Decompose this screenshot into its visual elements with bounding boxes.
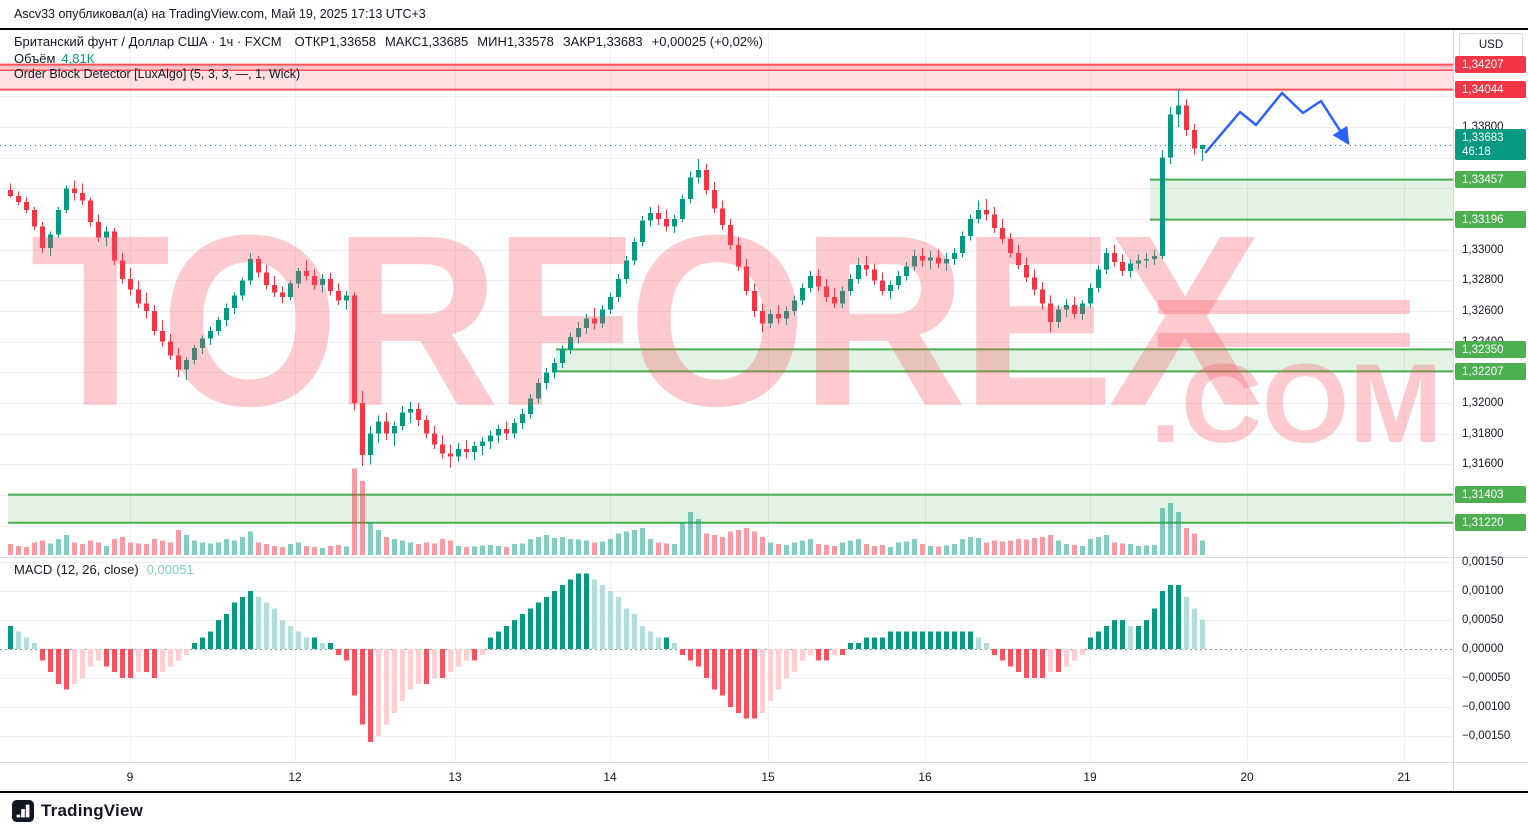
level-price-label: 1,31220: [1455, 514, 1526, 531]
macd-tick-label: −0,00050: [1462, 672, 1511, 684]
macd-tick-label: 0,00000: [1462, 643, 1504, 655]
macd-tick-label: 0,00050: [1462, 614, 1504, 626]
price-label-value: 1,31220: [1462, 516, 1504, 529]
price-tick-label: 1,32800: [1462, 274, 1504, 286]
price-tick-label: 1,32000: [1462, 397, 1504, 409]
macd-name: MACD: [14, 562, 53, 577]
ohlc-open-label: ОТКР: [294, 34, 329, 49]
macd-indicator-label: MACD (12, 26, close) 0,00051: [14, 562, 194, 577]
price-axis[interactable]: USD 1,338001,330001,328001,326001,324001…: [1453, 30, 1528, 792]
price-tick-label: 1,31800: [1462, 428, 1504, 440]
ohlc-close-label: ЗАКР: [562, 34, 596, 49]
level-price-label: 1,33196: [1455, 211, 1526, 228]
ohlc-close-value: 1,33683: [595, 34, 643, 49]
top-divider: [0, 28, 1528, 30]
order-block-indicator-label: Order Block Detector [LuxAlgo] (5, 3, 3,…: [14, 67, 301, 81]
level-price-label: 1,32350: [1455, 341, 1526, 358]
time-axis-label: 14: [603, 770, 617, 784]
volume-label: Объём: [14, 51, 56, 66]
price-label-value: 1,32350: [1462, 343, 1504, 356]
level-price-label: 1,31403: [1455, 486, 1526, 503]
price-label-value: 1,34207: [1462, 58, 1504, 71]
price-label-value: 1,31403: [1462, 488, 1504, 501]
macd-tick-label: 0,00150: [1462, 556, 1504, 568]
ohlc-values: ОТКР1,33658 МАКС1,33685 МИН1,33578 ЗАКР1,33…: [286, 34, 643, 49]
time-axis-label: 13: [448, 770, 462, 784]
price-label-value: 1,33683: [1462, 131, 1504, 144]
time-axis[interactable]: 9 12 13 14 15 16 19 20 21: [0, 762, 1453, 792]
time-axis-label: 15: [761, 770, 775, 784]
price-label-value: 1,34044: [1462, 83, 1504, 96]
publish-info: Ascv33 опубликовал(а) на TradingView.com…: [0, 0, 1528, 28]
macd-tick-label: −0,00100: [1462, 701, 1511, 713]
macd-tick-label: −0,00150: [1462, 730, 1511, 742]
level-price-label: 1,34207: [1455, 56, 1526, 73]
ohlc-high-value: 1,33685: [421, 34, 469, 49]
time-axis-label: 19: [1083, 770, 1097, 784]
level-price-label: 1,32207: [1455, 363, 1526, 380]
price-label-value: 1,33196: [1462, 213, 1504, 226]
price-label-value: 1,32207: [1462, 365, 1504, 378]
level-price-label: 1,33457: [1455, 171, 1526, 188]
volume-value: 4,81К: [61, 51, 95, 66]
currency-label: USD: [1459, 33, 1523, 57]
level-price-label: 1,34044: [1455, 81, 1526, 98]
macd-tick-label: 0,00100: [1462, 585, 1504, 597]
time-axis-label: 20: [1240, 770, 1254, 784]
volume-row: Объём 4,81К: [14, 51, 94, 66]
price-tick-label: 1,33000: [1462, 244, 1504, 256]
time-axis-label: 16: [918, 770, 932, 784]
ohlc-high-label: МАКС: [384, 34, 422, 49]
symbol-title: Британский фунт / Доллар США · 1ч · FXCM: [14, 34, 282, 49]
bottom-divider: [0, 791, 1528, 793]
macd-params: (12, 26, close): [56, 562, 139, 577]
tradingview-link[interactable]: TradingView: [12, 799, 144, 822]
symbol-info-row: Британский фунт / Доллар США · 1ч · FXCM…: [14, 34, 763, 49]
tradingview-brand-name: TradingView: [41, 800, 144, 820]
price-label-value: 1,33457: [1462, 173, 1504, 186]
tradingview-logo-icon: [12, 799, 34, 822]
bar-countdown: 46:18: [1462, 145, 1491, 158]
footer: TradingView: [0, 793, 1528, 828]
price-tick-label: 1,32600: [1462, 305, 1504, 317]
ohlc-open-value: 1,33658: [328, 34, 376, 49]
ohlc-low-label: МИН: [477, 34, 507, 49]
ohlc-low-value: 1,33578: [506, 34, 554, 49]
time-axis-label: 12: [288, 770, 302, 784]
time-axis-label: 9: [126, 770, 134, 784]
macd-value: 0,00051: [146, 562, 194, 577]
time-axis-label: 21: [1397, 770, 1411, 784]
last-price-label: 1,33683 46:18: [1455, 129, 1526, 160]
price-change: +0,00025 (+0,02%): [651, 34, 763, 49]
price-tick-label: 1,31600: [1462, 458, 1504, 470]
